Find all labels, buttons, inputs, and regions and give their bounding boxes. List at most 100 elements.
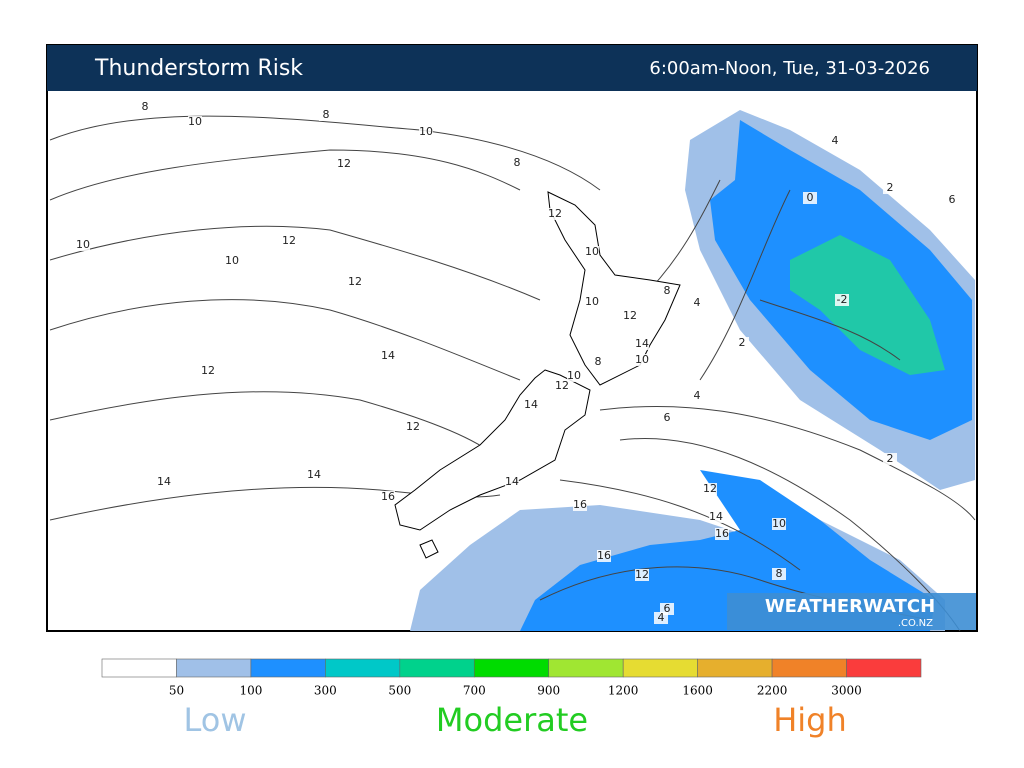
colorbar-segment (771, 658, 847, 678)
colorbar-segment (548, 658, 624, 678)
colorbar-segment (622, 658, 698, 678)
contour-label-bg (690, 297, 704, 309)
logo-box (727, 593, 976, 630)
contour-label: 12 (703, 482, 717, 495)
contour-label: 12 (635, 568, 649, 581)
contour-label-bg (585, 296, 599, 308)
contour-label: 10 (225, 254, 239, 267)
contour-label-bg (548, 208, 562, 220)
colorbar-tick-label: 3000 (831, 684, 862, 698)
contour-label-bg (138, 101, 152, 113)
contour-label: 14 (505, 475, 519, 488)
contour-label-bg (319, 109, 333, 121)
contour-label: 8 (664, 284, 671, 297)
contour-label-bg (524, 399, 538, 411)
contour-label: 10 (772, 517, 786, 530)
contour-label-bg (654, 612, 668, 624)
colorbar-tick-label: 500 (388, 684, 411, 698)
contour-label-bg (772, 518, 786, 530)
contour-label-bg (307, 469, 321, 481)
colorbar-segment (176, 658, 252, 678)
contour-label-bg (567, 370, 581, 382)
colorbar-tick-label: 1600 (682, 684, 713, 698)
colorbar: 50 100 300 500 700 900 1200 1600 2200 3000 Low Mode… (101, 658, 922, 739)
contour-label-bg (660, 412, 674, 424)
contour-label-bg (715, 528, 729, 540)
contour-label-bg (510, 157, 524, 169)
contour-label: 12 (406, 420, 420, 433)
risk-area-high (790, 235, 945, 375)
title: Thunderstorm Risk (94, 56, 303, 81)
contour-label: 10 (567, 369, 581, 382)
contour-label: 12 (201, 364, 215, 377)
contour-label-bg (381, 491, 395, 503)
contour-label: 2 (887, 452, 894, 465)
contour-label-bg (419, 126, 433, 138)
contour-label-bg (709, 511, 723, 523)
contour-label-bg (555, 380, 569, 392)
colorbar-tick-label: 300 (314, 684, 337, 698)
contour-label: 10 (188, 115, 202, 128)
colorbar-segment (473, 658, 550, 678)
map (49, 110, 976, 632)
contour-label: 14 (635, 337, 649, 350)
contour-label-bg (406, 421, 420, 433)
scale-label: Moderate (436, 701, 588, 739)
colorbar-tick-label: 2200 (757, 684, 788, 698)
contour-label-bg (201, 365, 215, 377)
contour-label-bg (635, 354, 649, 366)
contour-label-bg (703, 483, 717, 495)
contour-label-bg (573, 499, 587, 511)
contour-label-bg (772, 568, 786, 580)
contour-label: 10 (585, 245, 599, 258)
contour-label: 14 (381, 349, 395, 362)
contour-label: 8 (142, 100, 149, 113)
contour-label: 12 (548, 207, 562, 220)
contour-label: 16 (597, 549, 611, 562)
contour-label: 4 (694, 389, 701, 402)
south-island (394, 369, 591, 531)
colorbar-segment (325, 658, 401, 678)
contour-label: 16 (573, 498, 587, 511)
valid-time: 6:00am-Noon, Tue, 31-03-2026 (649, 58, 930, 79)
contour-label-bg (76, 239, 90, 251)
contour-label: 12 (555, 379, 569, 392)
contour-label: 2 (739, 336, 746, 349)
contour-label: 8 (595, 355, 602, 368)
colorbar-segment (101, 658, 177, 678)
contour-label: 14 (307, 468, 321, 481)
contour-label: 8 (323, 108, 330, 121)
contour-label-bg (883, 453, 897, 465)
contour-label-bg (597, 550, 611, 562)
contour-label: 10 (635, 353, 649, 366)
logo-domain: .CO.NZ (898, 618, 933, 629)
contour-label-bg (945, 194, 959, 206)
contour-label-bg (188, 116, 202, 128)
contour-label-bg (337, 158, 351, 170)
colorbar-tick-label: 100 (239, 684, 262, 698)
colorbar-segment (846, 658, 922, 678)
contour-label-bg (660, 285, 674, 297)
colorbar-segment (399, 658, 475, 678)
contour-label-bg (635, 338, 649, 350)
contour-label: 8 (514, 156, 521, 169)
contour-label: 10 (419, 125, 433, 138)
contour-label: 0 (807, 191, 814, 204)
contour-label-bg (690, 390, 704, 402)
contour-label: 12 (337, 157, 351, 170)
contour-label: 6 (664, 411, 671, 424)
colorbar-tick-label: 900 (537, 684, 560, 698)
contour-label: 14 (709, 510, 723, 523)
contour-label: 4 (832, 134, 839, 147)
contour-label-bg (381, 350, 395, 362)
colorbar-segment (250, 658, 326, 678)
contour-label: 14 (157, 475, 171, 488)
contour-label-bg (585, 246, 599, 258)
contour-label-bg (282, 235, 296, 247)
contour-label: 16 (381, 490, 395, 503)
colorbar-tick-label: 50 (169, 684, 184, 698)
scale-label: Low (183, 701, 246, 739)
contour-label-bg (635, 569, 649, 581)
contour-label: 16 (715, 527, 729, 540)
